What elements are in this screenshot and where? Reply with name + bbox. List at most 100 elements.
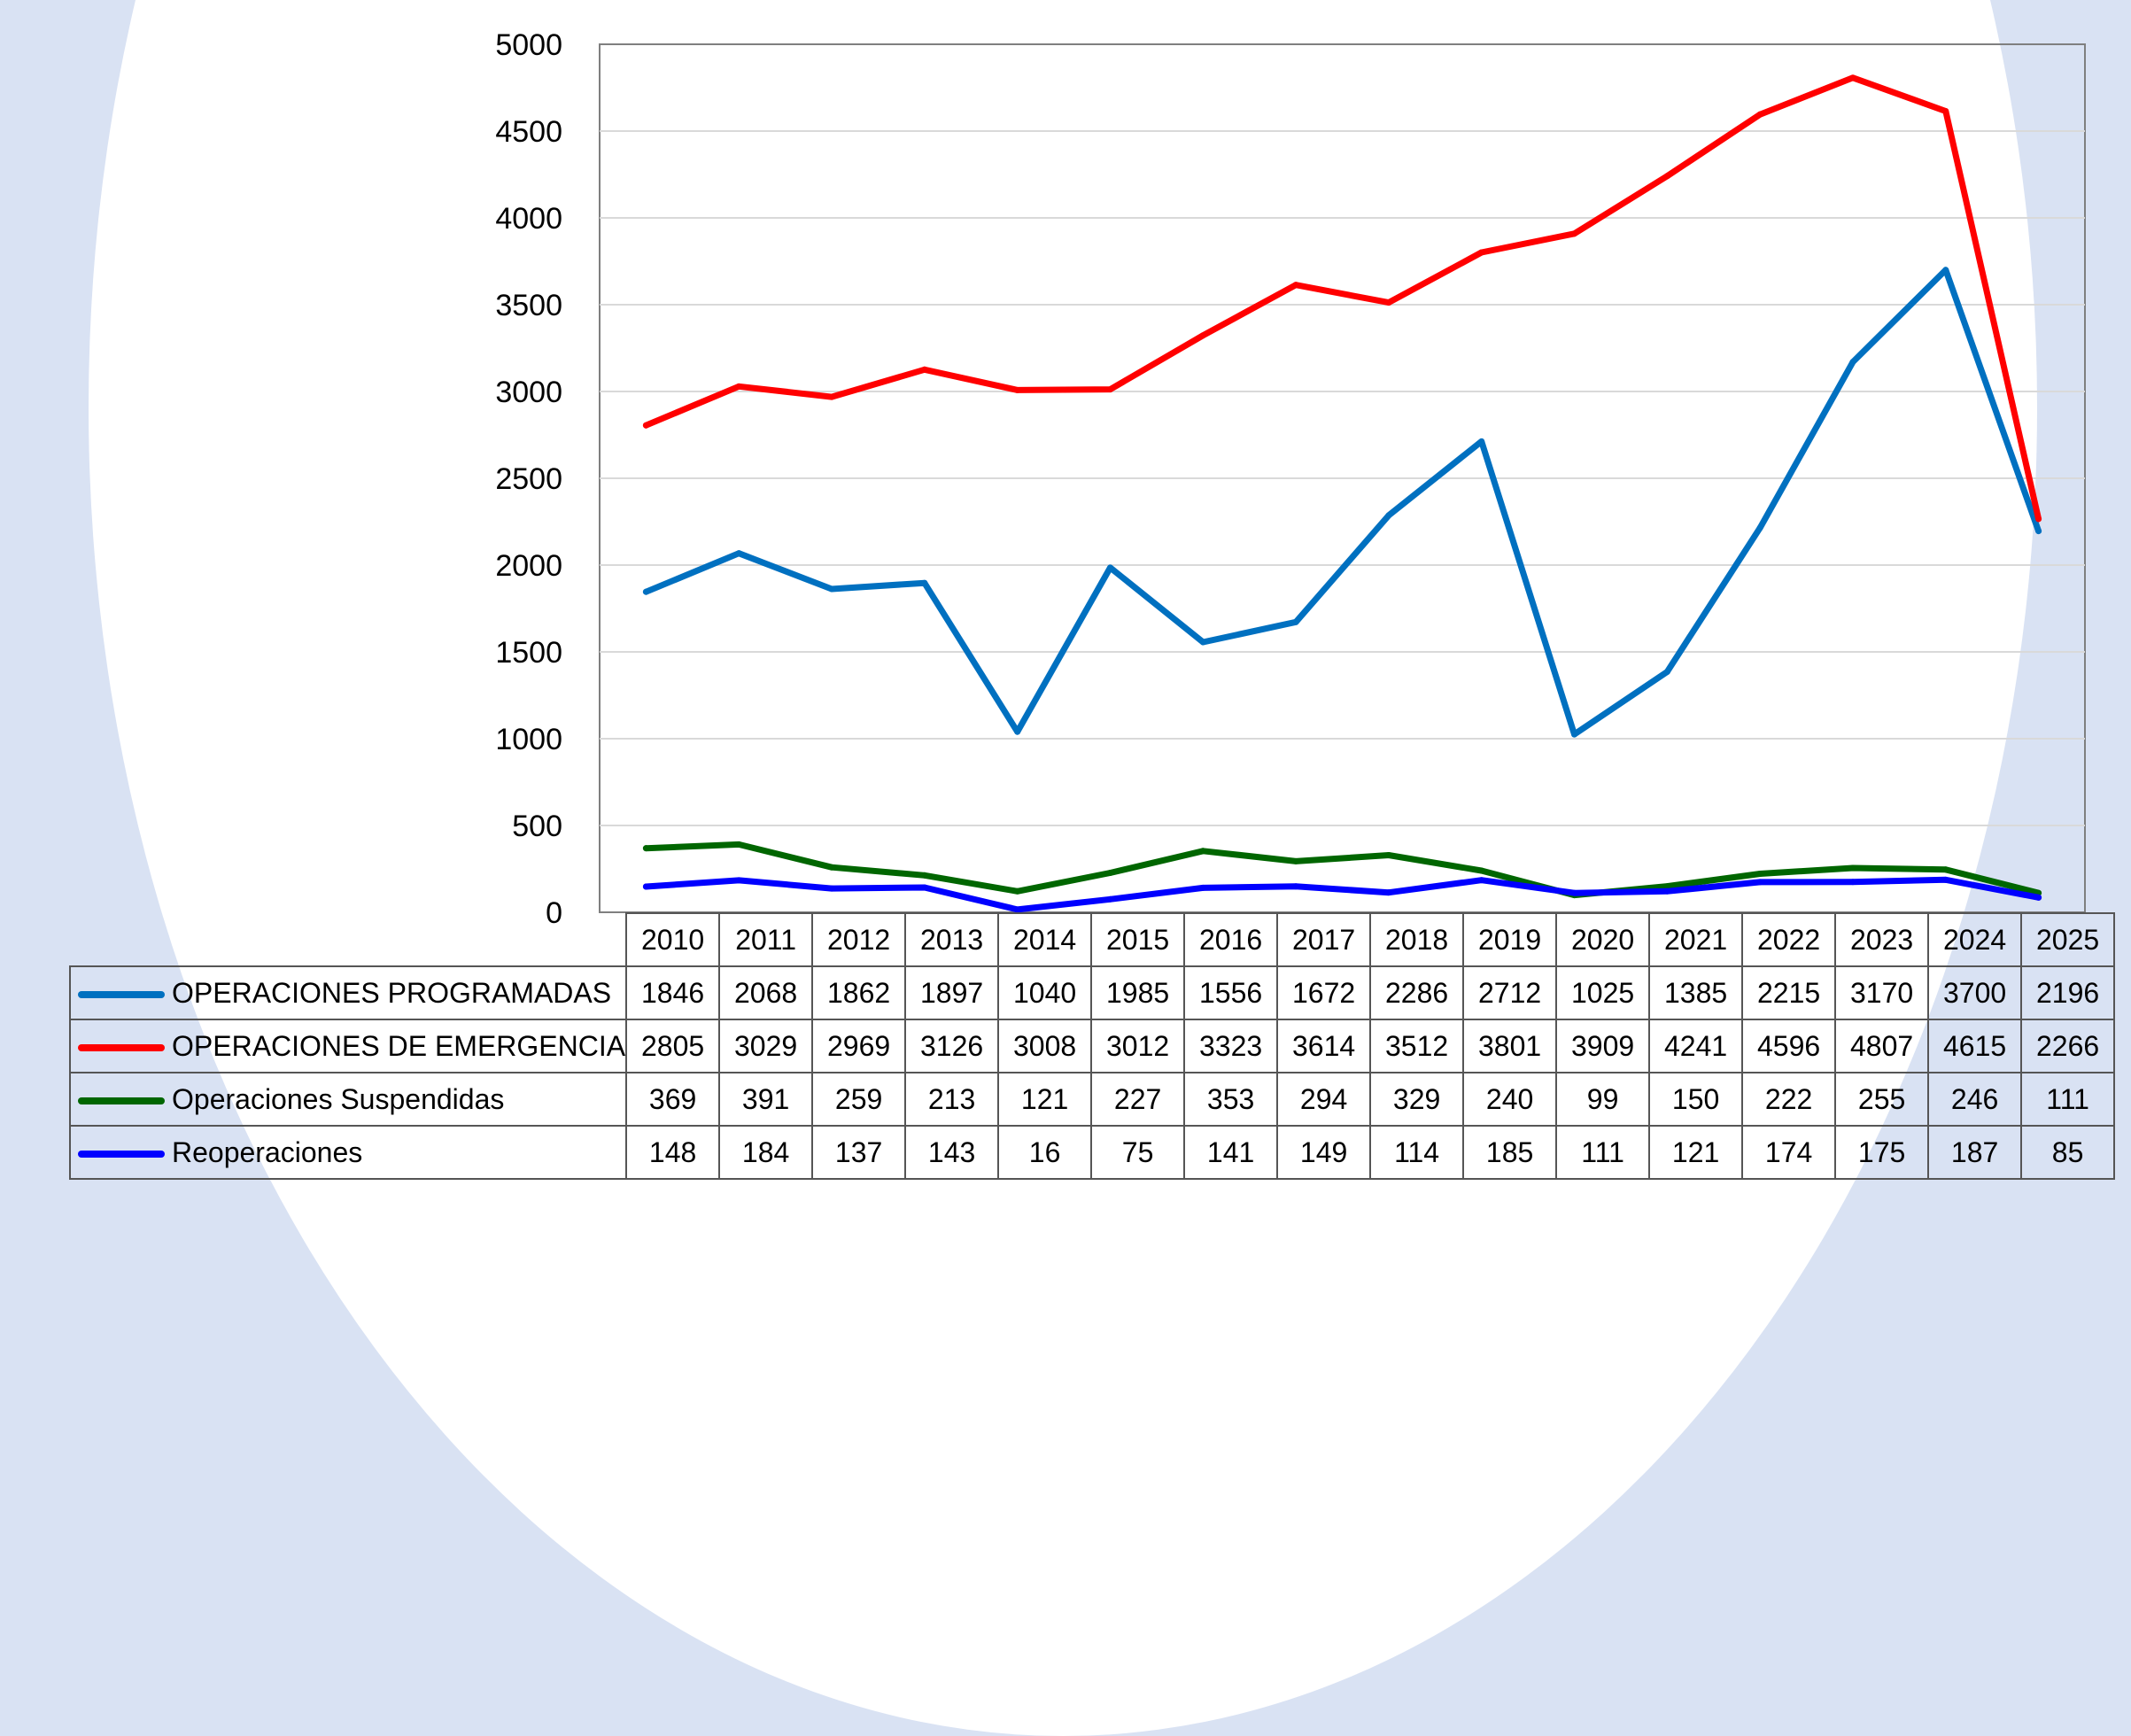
data-point bbox=[1385, 299, 1392, 306]
y-tick-label: 2000 bbox=[495, 549, 562, 583]
data-point bbox=[1199, 884, 1206, 891]
y-tick-label: 4000 bbox=[495, 202, 562, 236]
data-point bbox=[1663, 173, 1670, 180]
data-point bbox=[1014, 887, 1021, 895]
data-label: 99 bbox=[1555, 1072, 1651, 1127]
data-label: 185 bbox=[1462, 1125, 1558, 1180]
x-tick-label: 2011 bbox=[718, 912, 814, 967]
data-point bbox=[1849, 74, 1856, 81]
data-label: 1846 bbox=[625, 965, 721, 1020]
data-label: 240 bbox=[1462, 1072, 1558, 1127]
data-point bbox=[828, 885, 835, 892]
table-row: OPERACIONES PROGRAMADAS 1846 2068 1862 1897 1… bbox=[68, 965, 2116, 1020]
x-tick-label: 2020 bbox=[1555, 912, 1651, 967]
data-point bbox=[1014, 386, 1021, 393]
data-point bbox=[1292, 618, 1299, 625]
data-label: 174 bbox=[1741, 1125, 1837, 1180]
data-point bbox=[1292, 282, 1299, 289]
data-label: 2712 bbox=[1462, 965, 1558, 1020]
x-tick-label: 2023 bbox=[1834, 912, 1930, 967]
data-point bbox=[642, 422, 649, 429]
data-point bbox=[2035, 894, 2042, 901]
data-point bbox=[642, 883, 649, 890]
series-name: OPERACIONES DE EMERGENCIA bbox=[172, 1029, 626, 1062]
data-label: 3614 bbox=[1276, 1019, 1372, 1073]
data-label: 3323 bbox=[1183, 1019, 1279, 1073]
data-label: 85 bbox=[2020, 1125, 2116, 1180]
data-point bbox=[1199, 848, 1206, 855]
data-point bbox=[1385, 512, 1392, 519]
data-label: 255 bbox=[1834, 1072, 1930, 1127]
data-point bbox=[828, 585, 835, 593]
data-point bbox=[921, 872, 928, 879]
data-label: 2286 bbox=[1369, 965, 1465, 1020]
data-point bbox=[1571, 731, 1578, 738]
data-point bbox=[1199, 332, 1206, 339]
series-name: Reoperaciones bbox=[172, 1135, 363, 1168]
data-label: 16 bbox=[997, 1125, 1093, 1180]
data-point bbox=[2035, 528, 2042, 535]
legend-entry: OPERACIONES PROGRAMADAS bbox=[68, 965, 628, 1020]
data-label: 294 bbox=[1276, 1072, 1372, 1127]
data-label: 2196 bbox=[2020, 965, 2116, 1020]
data-point bbox=[735, 383, 742, 390]
data-label: 3512 bbox=[1369, 1019, 1465, 1073]
data-point bbox=[1849, 864, 1856, 872]
data-point bbox=[1478, 867, 1485, 874]
data-point bbox=[1942, 267, 1949, 274]
data-point bbox=[735, 877, 742, 884]
data-point bbox=[1385, 852, 1392, 859]
x-tick-label: 2022 bbox=[1741, 912, 1837, 967]
data-label: 3170 bbox=[1834, 965, 1930, 1020]
data-point bbox=[921, 579, 928, 586]
data-label: 1556 bbox=[1183, 965, 1279, 1020]
data-point bbox=[735, 841, 742, 848]
data-label: 121 bbox=[997, 1072, 1093, 1127]
gridlines bbox=[600, 130, 2085, 826]
y-tick-label: 2500 bbox=[495, 462, 562, 496]
data-label: 259 bbox=[811, 1072, 907, 1127]
series-line-2 bbox=[642, 841, 2042, 899]
data-label: 3008 bbox=[997, 1019, 1093, 1073]
legend-entry: Operaciones Suspendidas bbox=[68, 1072, 628, 1127]
data-label: 1385 bbox=[1648, 965, 1744, 1020]
y-tick-label: 3500 bbox=[495, 289, 562, 322]
data-label: 353 bbox=[1183, 1072, 1279, 1127]
data-label: 150 bbox=[1648, 1072, 1744, 1127]
legend-key bbox=[78, 1044, 165, 1052]
data-table: 2010 2011 2012 2013 2014 2015 2016 2017 2018 2019… bbox=[68, 912, 2116, 1180]
y-tick-label: 0 bbox=[546, 896, 562, 930]
data-point bbox=[1663, 669, 1670, 676]
data-point bbox=[1014, 906, 1021, 913]
legend-key bbox=[78, 1151, 165, 1159]
data-label: 184 bbox=[718, 1125, 814, 1180]
table-header-row: 2010 2011 2012 2013 2014 2015 2016 2017 2018 2019… bbox=[70, 912, 2116, 967]
data-label: 1985 bbox=[1090, 965, 1186, 1020]
data-point bbox=[1385, 889, 1392, 896]
data-label: 1040 bbox=[997, 965, 1093, 1020]
data-point bbox=[1756, 524, 1763, 531]
data-label: 4241 bbox=[1648, 1019, 1744, 1073]
data-point bbox=[828, 864, 835, 871]
data-point bbox=[1292, 883, 1299, 890]
data-label: 1897 bbox=[904, 965, 1000, 1020]
data-label: 121 bbox=[1648, 1125, 1744, 1180]
data-point bbox=[1478, 877, 1485, 884]
data-label: 143 bbox=[904, 1125, 1000, 1180]
data-label: 175 bbox=[1834, 1125, 1930, 1180]
x-tick-label: 2018 bbox=[1369, 912, 1465, 967]
x-tick-label: 2021 bbox=[1648, 912, 1744, 967]
data-point bbox=[1571, 889, 1578, 896]
x-tick-label: 2019 bbox=[1462, 912, 1558, 967]
y-tick-label: 3000 bbox=[495, 376, 562, 409]
series-line-1 bbox=[642, 74, 2042, 523]
series-name: Operaciones Suspendidas bbox=[172, 1082, 505, 1115]
data-label: 2068 bbox=[718, 965, 814, 1020]
data-label: 1672 bbox=[1276, 965, 1372, 1020]
data-label: 149 bbox=[1276, 1125, 1372, 1180]
data-point bbox=[1106, 564, 1113, 571]
x-tick-label: 2024 bbox=[1927, 912, 2023, 967]
data-point bbox=[921, 366, 928, 373]
data-point bbox=[1478, 438, 1485, 445]
table-row: Reoperaciones 148 184 137 143 16 75 141 149 114 18… bbox=[68, 1125, 2116, 1180]
